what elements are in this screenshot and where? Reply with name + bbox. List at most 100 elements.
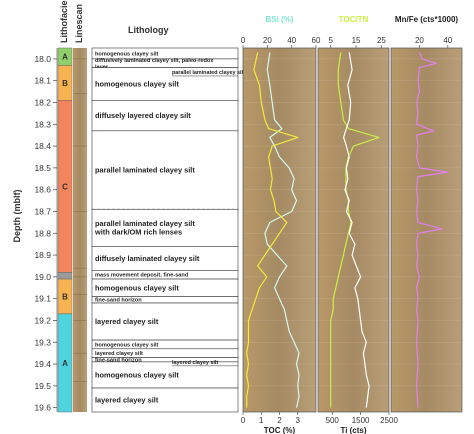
lithology-label-line: homogenous clayey silt [95,342,159,348]
linescan-column [73,48,87,412]
lithology-label-line: fine-sand horizon [95,358,142,364]
depth-axis-label: Depth (mblf) [12,190,22,243]
lithology-label: diffusely layered clayey silt [95,111,191,120]
panel-top-tick-label: 20 [263,36,272,45]
linescan-header: Linescan [74,4,84,43]
lithology-label: homogenous clayey silt [95,80,179,89]
depth-tick-label: 19.4 [34,359,51,369]
depth-tick-label: 18.4 [34,141,51,151]
series-line [246,52,299,408]
panel-bottom-tick-label: 1500 [352,416,370,425]
series-line [264,52,300,408]
lithology-label: layered clayey silt [95,396,159,405]
lithology-label-line: diffusely laminated clayey silt [95,254,200,263]
panel-top-tick-label: 25 [377,36,386,45]
lithology-note: layered clayey silt [172,360,218,366]
proxy-panel: TOC/TN 5 15 25 500 1500 2500 Ti (cts) [317,15,398,434]
lithofacies-label: A [62,53,68,62]
panel-core-background [391,48,462,412]
lithology-label: fine-sand horizon [95,298,142,304]
panel-core-background [243,48,316,412]
panel-bottom-label: Ti (cts) [340,426,366,434]
depth-tick-label: 18.2 [34,97,51,107]
lithology-label: homogenous clayey silt [95,342,159,348]
panel-bottom-tick-label: 500 [326,416,340,425]
lithofacies-header: Lithofacies [59,0,69,43]
depth-tick-label: 18.1 [34,76,51,86]
lithology-label-line: homogenous clayey silt [95,371,179,380]
lithology-label: parallel laminated clayey silt [95,166,195,175]
panel-top-tick-label: 40 [287,36,296,45]
lithofacies-label: B [62,79,68,88]
lithology-label-line: parallel laminated clayey silt [95,166,195,175]
lithology-label-line: layered clayey silt [95,396,159,405]
lithology-label-line: mass movement deposit, fine-sand [95,273,189,279]
lithology-label-line: homogenous clayey silt [95,80,179,89]
panel-bottom-tick-label: 0 [241,416,246,425]
panel-core-background [318,48,389,412]
panel-top-label: BSi (%) [266,15,294,24]
lithofacies-column: A B C B A [57,47,73,413]
lithology-label: diffusely laminated clayey silt [95,254,200,263]
depth-tick-label: 18.8 [34,228,51,238]
series-line [330,52,380,408]
depth-tick-label: 18.9 [34,250,51,260]
lithology-label: homogenous clayey silt [95,371,179,380]
lithology-label: parallel laminated clayey silt with dark/… [94,219,195,237]
lithology-label-line: with dark/OM rich lenses [94,228,182,237]
lithofacies-label: B [62,292,68,301]
lithofacies-unit [57,313,73,413]
proxy-panel: Mn/Fe (cts*1000) 20 40 [390,15,463,413]
lithology-label: mass movement deposit, fine-sand [95,273,189,279]
depth-tick-label: 19.5 [34,381,51,391]
panel-top-tick-label: 60 [312,36,321,45]
depth-tick-label: 18.7 [34,206,51,216]
depth-tick-label: 18.3 [34,119,51,129]
depth-axis: 18.0 18.1 18.2 18.3 18.4 18.5 18.6 18.7 18.8 18.9… [34,48,58,413]
panel-top-label: Mn/Fe (cts*1000) [395,15,458,24]
depth-tick-label: 19.1 [34,294,51,304]
lithofacies-unit [57,272,73,280]
lithology-label-line: layered clayey silt [95,317,159,326]
series-line [416,52,449,408]
panel-bottom-tick-label: 3 [296,416,301,425]
lithology-unit [91,67,239,101]
depth-tick-label: 18.0 [34,54,51,64]
lithology-unit [91,208,239,247]
lithology-label: homogenous clayey silt [95,283,179,292]
lithology-label-line: parallel laminated clayey silt [95,219,195,228]
depth-tick-label: 19.3 [34,337,51,347]
panel-top-tick-label: 20 [415,36,424,45]
lithology-unit [91,387,239,413]
panel-top-label: TOC/TN [339,15,369,24]
panel-bottom-tick-label: 2500 [380,416,398,425]
lithology-unit [91,130,239,210]
lithofacies-label: C [62,182,68,191]
lithology-label: layered clayey silt [95,317,159,326]
panel-top-tick-label: 0 [241,36,246,45]
lithology-label-line: fine-sand horizon [95,298,142,304]
linescan-image [73,48,87,412]
lithology-label-line: layered clayey silt [95,351,143,357]
depth-tick-label: 19.0 [34,272,51,282]
lithology-label-line: homogenous clayey silt [95,283,179,292]
panel-top-tick-label: 15 [352,36,361,45]
panel-frame [390,47,463,413]
panel-top-tick-label: 5 [328,36,333,45]
lithology-unit [91,302,239,341]
depth-tick-label: 19.6 [34,403,51,413]
lithology-label: fine-sand horizon [95,358,142,364]
lithofacies-label: A [62,359,68,368]
lithology-label-line: diffusely layered clayey silt [95,111,191,120]
lithology-header: Lithology [128,25,169,35]
lithology-label: layered clayey silt [95,351,143,357]
lithology-label-line: diffusively laminated clayey silt, paleo… [95,58,214,64]
lithology-label-line: homogenous clayey silt [95,51,159,57]
panel-bottom-tick-label: 1 [259,416,264,425]
panel-bottom-label: TOC (%) [264,426,296,434]
series-line [343,52,370,408]
